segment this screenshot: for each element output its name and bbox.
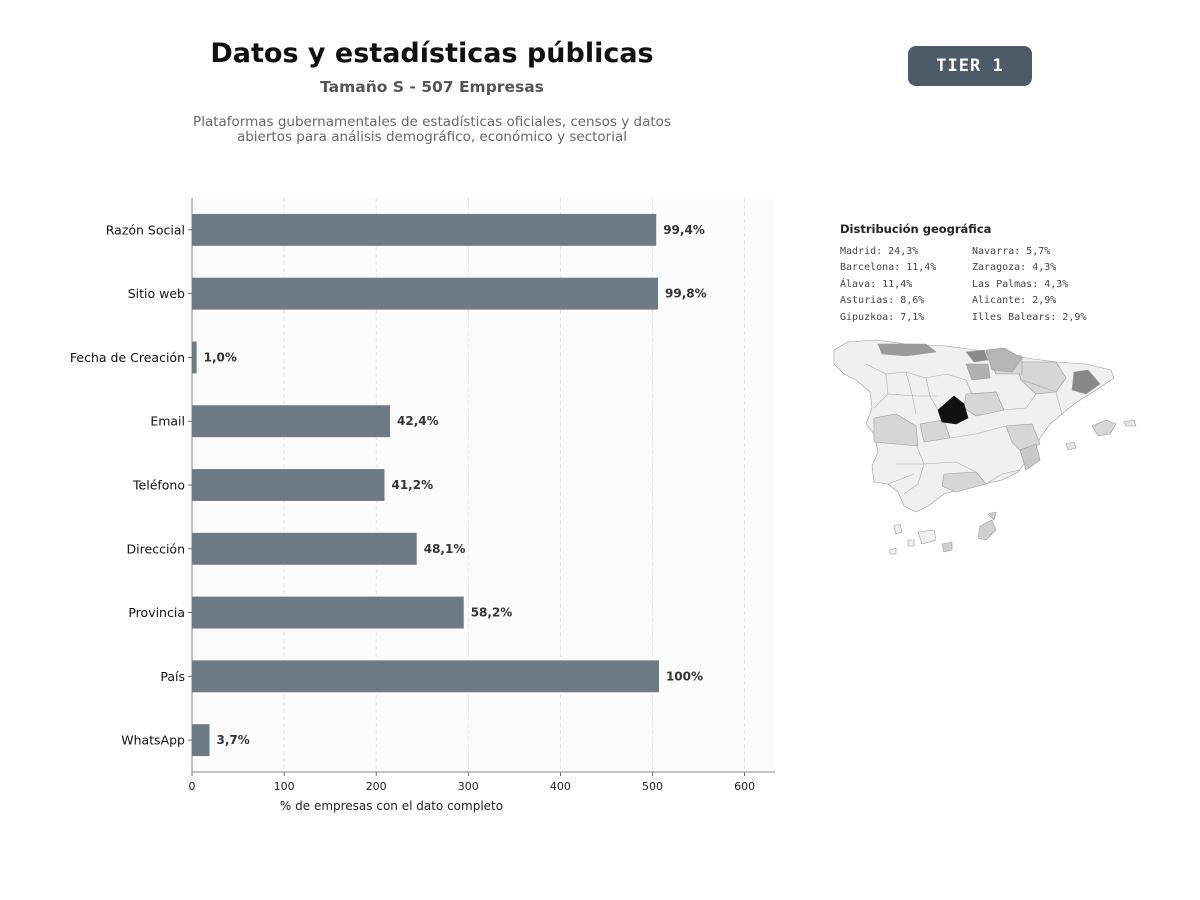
data-label: 99,4% — [663, 223, 705, 237]
x-tick-label: 600 — [734, 780, 755, 793]
map-region — [1019, 443, 1041, 471]
map-region-canarias — [987, 511, 997, 521]
geo-title: Distribución geográfica — [840, 222, 992, 236]
geo-item: Madrid: 24,3% — [840, 246, 919, 257]
bar — [192, 596, 464, 629]
category-label: Email — [150, 414, 185, 429]
category-label: Sitio web — [128, 286, 185, 301]
map-region — [873, 413, 919, 447]
category-label: WhatsApp — [121, 733, 185, 748]
chart-title: Datos y estadísticas públicas — [210, 38, 654, 69]
map-region-barcelona — [1071, 369, 1101, 395]
bar-chart: 0 100 200 300 400 500 600 Razón Social 99,4% Siti… — [70, 198, 775, 813]
map-region-illes-balears — [1065, 441, 1077, 451]
data-label: 100% — [666, 669, 703, 683]
data-label: 48,1% — [424, 542, 466, 556]
geo-item: Illes Balears: 2,9% — [972, 311, 1087, 323]
map-region-illes-balears — [1091, 419, 1117, 437]
geo-item: Zaragoza: 4,3% — [972, 262, 1057, 274]
map-region-alava — [965, 363, 991, 381]
geo-item: Las Palmas: 4,3% — [972, 278, 1069, 290]
map-region-canarias — [893, 523, 903, 535]
spain-map — [833, 339, 1137, 555]
category-label: País — [160, 669, 185, 684]
map-region-canarias — [977, 519, 997, 541]
bar — [192, 660, 659, 693]
map-region-asturias — [877, 343, 937, 357]
geo-list-right: Navarra: 5,7% Zaragoza: 4,3% Las Palmas:… — [972, 246, 1086, 328]
description-line-1: Plataformas gubernamentales de estadísti… — [193, 114, 671, 130]
x-tick-label: 300 — [458, 780, 479, 793]
category-label: Teléfono — [132, 478, 185, 493]
chart-subtitle: Tamaño S - 507 Empresas — [320, 78, 544, 96]
map-region-navarra — [985, 347, 1023, 373]
data-label: 41,2% — [391, 478, 433, 492]
description: Plataformas gubernamentales de estadísti… — [182, 115, 682, 145]
category-label: Fecha de Creación — [70, 350, 185, 365]
data-label: 58,2% — [471, 606, 513, 620]
geo-item: Asturias: 8,6% — [840, 295, 925, 307]
x-tick-label: 0 — [189, 780, 196, 793]
map-region-gipuzkoa — [965, 349, 989, 363]
map-region-illes-balears — [1123, 419, 1137, 427]
category-label: Dirección — [127, 541, 185, 556]
x-tick-label: 200 — [366, 780, 387, 793]
map-borders — [865, 363, 1063, 495]
x-tick-label: 500 — [642, 780, 663, 793]
geo-list-left: Madrid: 24,3% Barcelona: 11,4% Álava: 11… — [840, 246, 936, 328]
map-region-canarias — [889, 547, 897, 555]
map-region-madrid — [937, 395, 969, 425]
map-region-canarias — [907, 539, 915, 547]
data-label: 42,4% — [397, 414, 439, 428]
map-region — [941, 471, 987, 493]
bar — [192, 277, 659, 310]
bar — [192, 405, 391, 438]
description-line-2: abiertos para análisis demográfico, econ… — [236, 129, 628, 145]
x-tick-label: 400 — [550, 780, 571, 793]
data-label: 99,8% — [665, 287, 707, 301]
x-axis-title: % de empresas con el dato completo — [280, 799, 503, 813]
data-label: 3,7% — [216, 733, 249, 747]
geo-item: Alicante: 2,9% — [972, 295, 1057, 307]
x-tick-label: 100 — [274, 780, 295, 793]
bar — [192, 532, 417, 565]
geo-item: Álava: 11,4% — [840, 278, 913, 290]
data-label: 1,0% — [204, 350, 237, 364]
tier-badge: TIER 1 — [908, 46, 1032, 86]
geo-item: Navarra: 5,7% — [972, 246, 1051, 257]
bar — [192, 724, 210, 757]
bar — [192, 341, 197, 374]
map-region-canarias — [917, 529, 937, 545]
category-label: Provincia — [128, 605, 185, 620]
bar — [192, 213, 657, 246]
category-label: Razón Social — [106, 222, 185, 237]
geo-item: Barcelona: 11,4% — [840, 262, 937, 274]
geo-item: Gipuzkoa: 7,1% — [840, 311, 925, 323]
map-region-canarias — [941, 541, 953, 553]
bar — [192, 469, 385, 501]
